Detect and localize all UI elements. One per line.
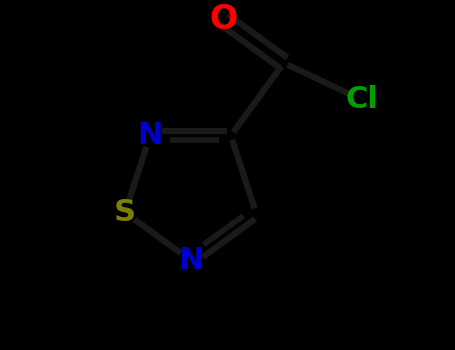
Text: S: S	[114, 198, 136, 227]
Text: Cl: Cl	[345, 85, 378, 114]
Text: N: N	[137, 121, 163, 150]
Text: O: O	[210, 3, 238, 36]
Text: N: N	[178, 246, 203, 274]
